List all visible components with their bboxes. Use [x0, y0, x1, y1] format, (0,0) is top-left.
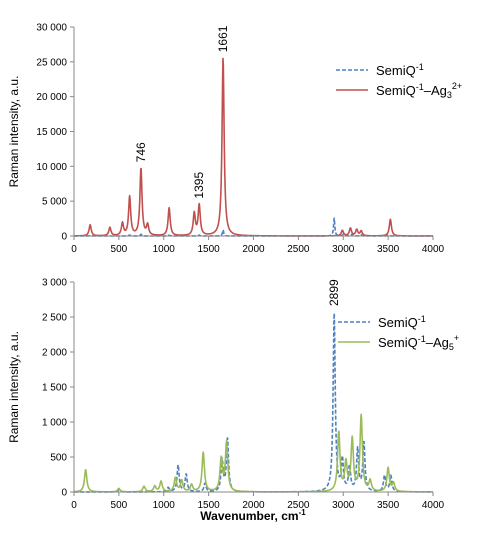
x-axis-label: Wavenumber, cm-1	[200, 508, 306, 523]
x-tick-label: 3000	[332, 500, 355, 511]
legend-sup: -1	[416, 82, 424, 92]
x-tick-label: 1500	[198, 244, 221, 255]
chart-2: 0 500 1000 1500 2000 2500 3000 3500 4000 0 500 1 00…	[7, 278, 459, 524]
y-axis-label: Raman intensity, a.u.	[7, 76, 21, 188]
x-tick-label: 500	[111, 244, 128, 255]
x-tick-label: 3500	[377, 244, 400, 255]
legend-name: SemiQ	[378, 315, 418, 330]
legend-charge: 2+	[452, 81, 462, 91]
x-tick-label: 1000	[153, 500, 176, 511]
x-tick-label: 2000	[242, 244, 265, 255]
peak-label: 1395	[192, 172, 206, 199]
y-tick-label: 1 000	[42, 418, 67, 429]
x-tick-label: 4000	[422, 244, 445, 255]
legend-charge: +	[454, 333, 459, 343]
y-tick-label: 500	[50, 453, 67, 464]
legend-metal: –Ag	[426, 335, 449, 350]
y-tick-label: 0	[61, 488, 67, 499]
x-tick-label: 2000	[242, 500, 265, 511]
x-tick-label: 2500	[287, 500, 310, 511]
y-tick-label: 10 000	[36, 162, 67, 173]
legend-name: SemiQ	[376, 63, 416, 78]
peak-label: 746	[134, 142, 148, 162]
peak-label: 1661	[216, 25, 230, 52]
legend-label: SemiQ-1–Ag32+	[376, 81, 462, 100]
peak-label: 2899	[327, 279, 341, 306]
legend-sup: -1	[416, 62, 424, 72]
x-tick-label: 500	[111, 500, 128, 511]
y-tick-label: 0	[61, 232, 67, 243]
legend-sup: -1	[418, 314, 426, 324]
legend-metal: –Ag	[424, 83, 447, 98]
x-tick-label: 4000	[422, 500, 445, 511]
x-axis-label-text: Wavenumber, cm	[200, 509, 298, 523]
y-tick-label: 2 000	[42, 348, 67, 359]
legend-sub: 3	[447, 90, 452, 100]
y-tick-label: 3 000	[42, 278, 67, 289]
legend-label: SemiQ-1	[378, 314, 426, 330]
x-tick-label: 0	[71, 500, 77, 511]
y-tick-label: 25 000	[36, 57, 67, 68]
x-axis-label-sup: -1	[299, 508, 307, 517]
x-tick-label: 3500	[377, 500, 400, 511]
x-tick-label: 1500	[198, 500, 221, 511]
y-tick-label: 20 000	[36, 92, 67, 103]
legend-name: SemiQ	[376, 83, 416, 98]
legend-name: SemiQ	[378, 335, 418, 350]
x-tick-label: 0	[71, 244, 77, 255]
legend-label: SemiQ-1–Ag5+	[378, 333, 459, 352]
y-tick-label: 30 000	[36, 23, 67, 34]
legend-label: SemiQ-1	[376, 62, 424, 78]
y-axis-label: Raman intensity, a.u.	[7, 331, 21, 443]
x-tick-label: 1000	[153, 244, 176, 255]
x-tick-label: 3000	[332, 244, 355, 255]
y-tick-label: 1 500	[42, 383, 67, 394]
chart-1: 0 500 1000 1500 2000 2500 3000 3500 4000 0 5 000 10…	[7, 23, 462, 256]
legend-sup: -1	[418, 334, 426, 344]
y-tick-label: 5 000	[42, 197, 67, 208]
y-tick-label: 2 500	[42, 313, 67, 324]
legend-sub: 5	[449, 342, 454, 352]
series-line-2	[73, 413, 434, 493]
x-tick-label: 2500	[287, 244, 310, 255]
y-tick-label: 15 000	[36, 127, 67, 138]
